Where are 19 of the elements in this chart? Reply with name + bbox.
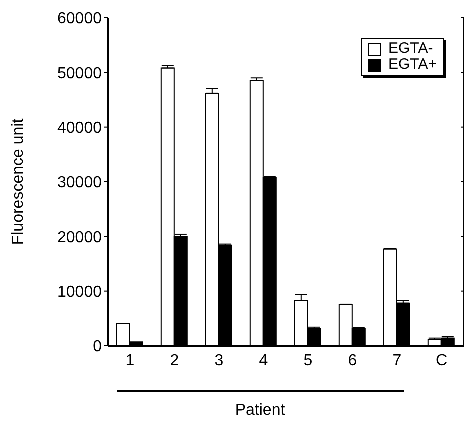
y-tick-label: 40000 [58,120,102,138]
x-tick-label: 4 [259,352,268,370]
x-tick-label: 5 [304,352,313,370]
y-tick-label: 20000 [58,229,102,246]
x-tick-label: 2 [170,352,180,370]
x-tick-label: 3 [214,352,224,370]
legend-label: EGTA- [388,40,434,57]
y-tick-label: 30000 [58,174,102,192]
x-axis-title: Patient [234,402,286,420]
y-tick-label: 10000 [58,284,102,302]
legend-label: EGTA+ [388,56,437,73]
x-tick-label: C [436,352,448,370]
x-tick-label: 7 [392,352,402,370]
y-tick-label: 60000 [58,10,102,28]
y-tick-label: 50000 [58,65,102,82]
x-tick-label: 1 [126,352,135,370]
x-tick-label: 6 [348,352,358,370]
y-tick-label: 0 [93,338,102,356]
y-axis-title: Fluorescence unit [10,118,28,246]
